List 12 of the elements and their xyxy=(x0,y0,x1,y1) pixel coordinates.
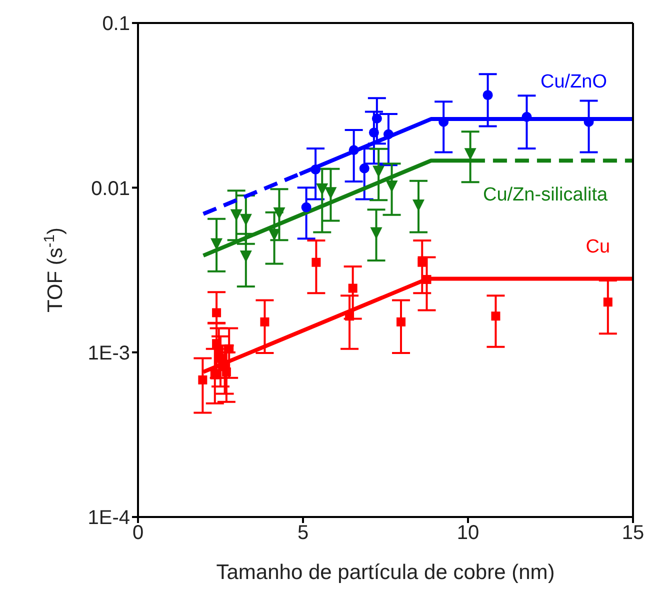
text: Cu xyxy=(586,236,610,258)
y-tick-label: 1E-4 xyxy=(88,507,130,530)
y-tick-label: 1E-3 xyxy=(88,342,130,364)
x-tick-label: 10 xyxy=(456,522,480,544)
x-axis-title: Tamanho de partícula de cobre (nm) xyxy=(216,561,555,584)
x-tick-label: 0 xyxy=(132,522,144,544)
x-tick-label: 15 xyxy=(622,522,644,544)
x-tick-label: 5 xyxy=(297,522,309,544)
y-tick-label: 0.1 xyxy=(102,13,130,36)
y-tick-label: 0.01 xyxy=(91,178,130,200)
series-label: Cu/ZnO xyxy=(540,71,608,92)
series-label: Cu/Zn-silicalita xyxy=(483,184,608,206)
